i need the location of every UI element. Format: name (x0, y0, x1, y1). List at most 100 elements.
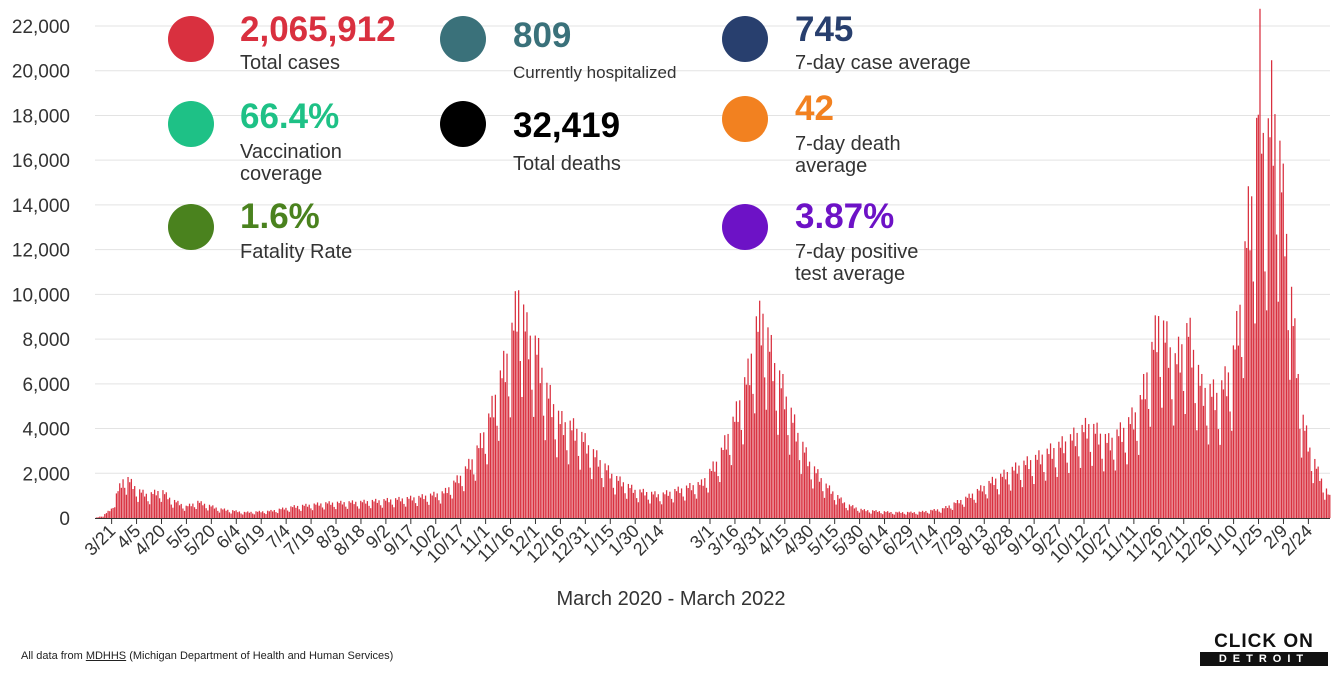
bar (365, 503, 367, 518)
bar (1209, 383, 1211, 518)
bar (295, 507, 297, 518)
bar (933, 509, 935, 518)
bar (970, 498, 972, 518)
bar (946, 507, 949, 518)
bar (551, 417, 553, 518)
bar (248, 512, 251, 518)
bar (109, 511, 111, 518)
bar (1033, 484, 1035, 518)
bar (503, 350, 505, 518)
bar (840, 497, 842, 518)
bar (667, 495, 669, 518)
bar (863, 509, 866, 518)
bar (268, 511, 270, 518)
bar (900, 512, 902, 518)
clickondetroit-logo[interactable]: CLICK ON DETROIT (1200, 632, 1328, 666)
bar (1179, 372, 1181, 518)
bar (749, 385, 751, 518)
bar (210, 506, 212, 518)
bar (366, 501, 369, 518)
bar (755, 316, 757, 518)
bar (183, 510, 186, 518)
bar (614, 494, 616, 518)
bar (680, 488, 683, 518)
bar (735, 401, 738, 518)
bar (1222, 389, 1225, 518)
bar (980, 485, 982, 518)
bar (557, 410, 560, 518)
bar (975, 502, 977, 518)
bar (449, 494, 452, 518)
bar (727, 433, 729, 518)
bar (1086, 438, 1088, 518)
bar (298, 509, 300, 518)
bar (769, 351, 771, 518)
bar (1041, 454, 1043, 518)
bar (584, 433, 586, 518)
stat-value: 66.4% (240, 97, 340, 136)
bar (1237, 345, 1240, 518)
mdhhs-link[interactable]: MDHHS (85, 650, 127, 662)
bar (444, 487, 447, 518)
bar (188, 503, 191, 518)
bar (115, 493, 118, 518)
bar (549, 384, 551, 518)
bar (1272, 165, 1274, 518)
bar (705, 487, 708, 518)
bar (1219, 444, 1221, 518)
bar (99, 516, 101, 518)
bar (1139, 395, 1141, 518)
bar (544, 440, 546, 518)
bar (823, 497, 826, 518)
bar (345, 506, 347, 518)
bar (632, 492, 634, 518)
bar (626, 498, 628, 518)
bar (988, 480, 990, 518)
bar (147, 501, 149, 518)
bar (1234, 349, 1236, 518)
bar (373, 501, 375, 518)
bar (901, 512, 904, 518)
bar (1111, 437, 1113, 518)
bar (1299, 428, 1301, 518)
bar (104, 514, 106, 518)
bar (383, 499, 385, 518)
bar (142, 489, 144, 518)
bar (1131, 407, 1133, 518)
bar (966, 497, 969, 518)
bar (892, 513, 894, 518)
bar (1123, 427, 1125, 518)
bar (1191, 367, 1193, 518)
bar (1036, 459, 1038, 518)
bar (1005, 479, 1007, 518)
bar (616, 475, 618, 518)
bar (739, 400, 741, 518)
bar (466, 468, 468, 518)
bar (506, 353, 508, 518)
bar (906, 511, 909, 518)
bar (1167, 367, 1170, 518)
bar (651, 491, 653, 518)
bar (1029, 460, 1032, 518)
bar (760, 345, 762, 518)
bar (473, 474, 475, 518)
bar (923, 512, 925, 518)
bar (1239, 304, 1241, 518)
bar (566, 450, 568, 518)
bar (478, 448, 480, 518)
x-tick-label: 2/14 (629, 521, 668, 560)
bar (1141, 399, 1143, 518)
bar (629, 488, 631, 518)
bar (414, 503, 417, 518)
bar (574, 440, 576, 518)
bar (202, 505, 204, 518)
bar (569, 420, 571, 518)
bar (1324, 499, 1326, 518)
bar (692, 485, 694, 518)
bar (991, 476, 994, 518)
bar (1074, 446, 1077, 518)
bar (916, 514, 919, 518)
bar (125, 494, 128, 518)
bar (474, 480, 477, 518)
bar (842, 503, 844, 518)
